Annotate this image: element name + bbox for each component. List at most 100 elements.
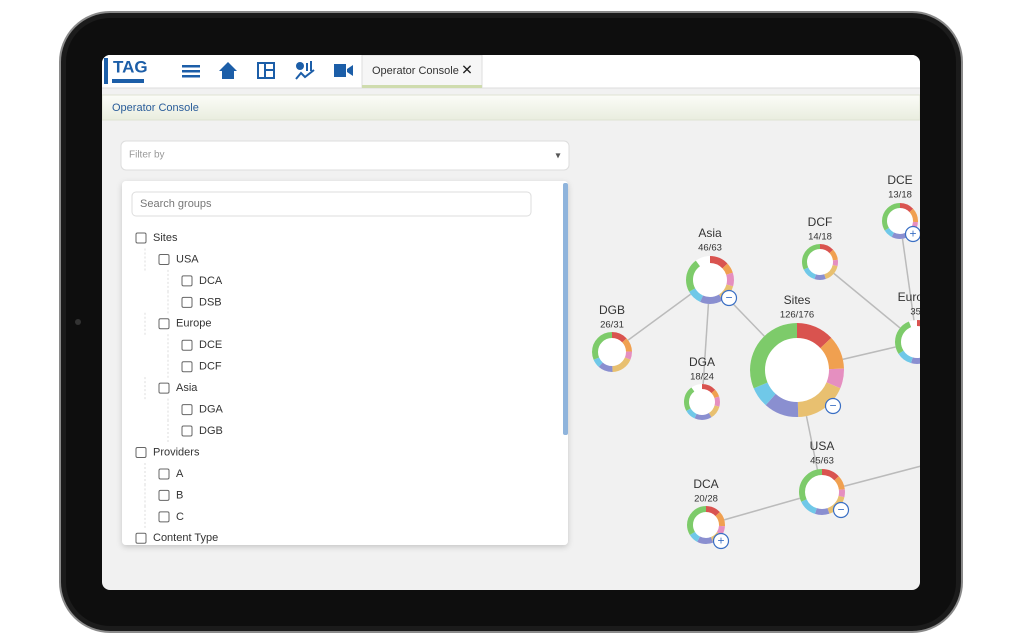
checkbox[interactable] xyxy=(181,339,193,351)
filter-caret[interactable]: ▾ xyxy=(555,151,560,162)
tree-label[interactable]: DSB xyxy=(199,296,222,308)
filter-dropdown[interactable] xyxy=(120,140,570,171)
donut-segment xyxy=(684,384,720,420)
checkbox[interactable] xyxy=(181,296,193,308)
node-label[interactable]: USA xyxy=(810,439,835,453)
tab-title[interactable]: Operator Console xyxy=(372,65,459,77)
donut-segment xyxy=(799,469,845,515)
node-toggle[interactable] xyxy=(904,225,921,243)
checkbox[interactable] xyxy=(181,361,193,373)
tree-label[interactable]: Providers xyxy=(153,446,200,458)
donut-segment xyxy=(684,384,720,420)
tree-label[interactable]: DCA xyxy=(199,275,223,287)
tree-label[interactable]: DGB xyxy=(199,425,223,437)
donut-segment xyxy=(687,506,725,544)
tree-label[interactable]: C xyxy=(176,511,184,523)
checkbox[interactable] xyxy=(158,318,170,330)
donut-segment xyxy=(882,203,918,239)
node-toggle-sign[interactable]: + xyxy=(717,534,724,548)
node-toggle[interactable] xyxy=(824,397,842,415)
search-box[interactable] xyxy=(131,191,532,217)
donut-segment xyxy=(750,323,844,417)
filter-panel xyxy=(122,181,568,545)
tab-indicator xyxy=(362,85,482,88)
tree-label[interactable]: A xyxy=(176,468,184,480)
node-toggle[interactable] xyxy=(720,289,738,307)
node-count: 46/63 xyxy=(698,243,722,254)
node-count: 126/176 xyxy=(780,310,814,321)
donut-segment xyxy=(592,332,632,372)
filter-placeholder[interactable]: Filter by xyxy=(129,150,165,161)
node-bg[interactable] xyxy=(799,469,845,515)
tab-close[interactable]: ✕ xyxy=(461,62,473,78)
tree-label[interactable]: Asia xyxy=(176,382,198,394)
menu-icon[interactable] xyxy=(182,70,200,73)
node-label[interactable]: Asia xyxy=(698,226,722,240)
breadcrumb-bar xyxy=(102,94,920,121)
donut-segment xyxy=(895,320,920,364)
node-toggle-sign[interactable]: − xyxy=(837,503,844,517)
tree-label[interactable]: Europe xyxy=(176,318,211,330)
scrollbar[interactable] xyxy=(563,183,568,435)
node-toggle[interactable] xyxy=(832,501,850,519)
checkbox[interactable] xyxy=(181,404,193,416)
nav-icons[interactable] xyxy=(182,61,353,80)
analytics-icon[interactable] xyxy=(295,61,315,80)
donut-segment xyxy=(687,506,725,544)
checkbox[interactable] xyxy=(135,532,147,544)
node-count: 14/18 xyxy=(808,232,832,243)
node-count: 20/28 xyxy=(694,494,718,505)
tree-label[interactable]: USA xyxy=(176,253,199,265)
node-bg[interactable] xyxy=(686,256,734,304)
home-icon[interactable] xyxy=(219,62,237,79)
node-label[interactable]: Europe xyxy=(898,290,937,304)
checkbox[interactable] xyxy=(181,425,193,437)
menu-icon[interactable] xyxy=(182,75,200,78)
node-bg[interactable] xyxy=(802,244,838,280)
node-label[interactable]: DCE xyxy=(887,173,912,187)
node-toggle-sign[interactable]: − xyxy=(725,291,732,305)
header-bar xyxy=(102,55,920,88)
screen: TAG Operator Console ✕ Operator Console … xyxy=(102,55,939,590)
tree-label[interactable]: DGA xyxy=(199,404,224,416)
node-label[interactable]: Sites xyxy=(784,293,811,307)
node-label[interactable]: DGA xyxy=(689,355,715,369)
node-toggle-sign[interactable]: − xyxy=(829,399,836,413)
tablet-camera xyxy=(75,319,81,325)
checkbox[interactable] xyxy=(158,468,170,480)
tree-label[interactable]: B xyxy=(176,489,183,501)
tree-label[interactable]: Content Type xyxy=(153,532,218,544)
node-toggle[interactable] xyxy=(712,532,730,550)
node-toggle-sign[interactable]: + xyxy=(909,227,916,241)
node-label[interactable]: DGB xyxy=(599,303,625,317)
breadcrumb[interactable]: Operator Console xyxy=(112,102,199,114)
donut-segment xyxy=(686,256,734,304)
checkbox[interactable] xyxy=(158,511,170,523)
tree-label[interactable]: DCE xyxy=(199,339,222,351)
tree-label[interactable]: Sites xyxy=(153,232,178,244)
node-count: 45/63 xyxy=(810,456,834,467)
checkbox[interactable] xyxy=(181,275,193,287)
node-label[interactable]: DCF xyxy=(808,215,833,229)
graph: Sites 126/176 − Asia 46/63 − DCF 14/18 DCE 13/18 +… xyxy=(592,173,939,550)
donut-segment xyxy=(799,469,845,515)
donut-segment xyxy=(802,244,838,280)
tab[interactable] xyxy=(361,55,483,89)
tree-label[interactable]: DCF xyxy=(199,361,222,373)
checkbox[interactable] xyxy=(135,232,147,244)
checkbox[interactable] xyxy=(158,253,170,265)
logo: TAG xyxy=(113,57,148,76)
search-placeholder[interactable]: Search groups xyxy=(140,198,212,210)
donut-segment xyxy=(802,244,838,280)
checkbox[interactable] xyxy=(158,489,170,501)
node-bg[interactable] xyxy=(895,320,939,364)
camera-icon[interactable] xyxy=(334,64,353,77)
checkbox[interactable] xyxy=(158,382,170,394)
node-label[interactable]: DCA xyxy=(693,477,718,491)
node-bg[interactable] xyxy=(684,384,720,420)
checkbox[interactable] xyxy=(135,447,147,458)
menu-icon[interactable] xyxy=(182,65,200,68)
logo-underline xyxy=(112,79,144,83)
dashboard-icon[interactable] xyxy=(257,62,275,79)
